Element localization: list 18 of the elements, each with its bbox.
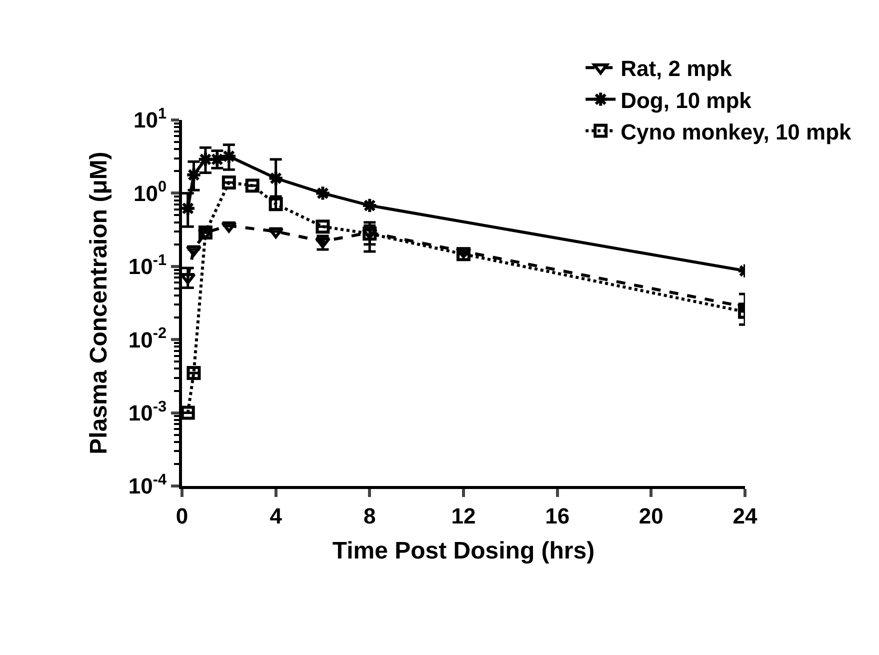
x-tick-label: 12 [451, 503, 476, 528]
y-tick-label: 10$^{0}$ [134, 178, 167, 206]
x-tick-label: 8 [364, 503, 376, 528]
x-tick-label: 20 [638, 503, 664, 528]
x-tick-label: 0 [176, 503, 188, 528]
legend-label: Rat, 2 mpk [620, 56, 733, 82]
legend-label: Dog, 10 mpk [620, 88, 752, 113]
y-axis-title: Plasma Concentraion (μM) [86, 152, 113, 454]
y-tick-label: 10$^{1}$ [134, 105, 168, 133]
x-axis-title: Time Post Dosing (hrs) [332, 538, 595, 565]
y-tick-label: 10$^{-2}$ [128, 325, 167, 352]
y-tick-label: 10$^{-4}$ [128, 471, 168, 499]
legend-label: Cyno monkey, 10 mpk [620, 119, 852, 144]
x-tick-label: 24 [732, 503, 758, 528]
x-tick-label: 16 [545, 503, 570, 528]
x-tick-label: 4 [270, 503, 283, 528]
y-tick-label: 10$^{-1}$ [128, 252, 168, 280]
y-tick-label: 10$^{-3}$ [128, 398, 167, 426]
